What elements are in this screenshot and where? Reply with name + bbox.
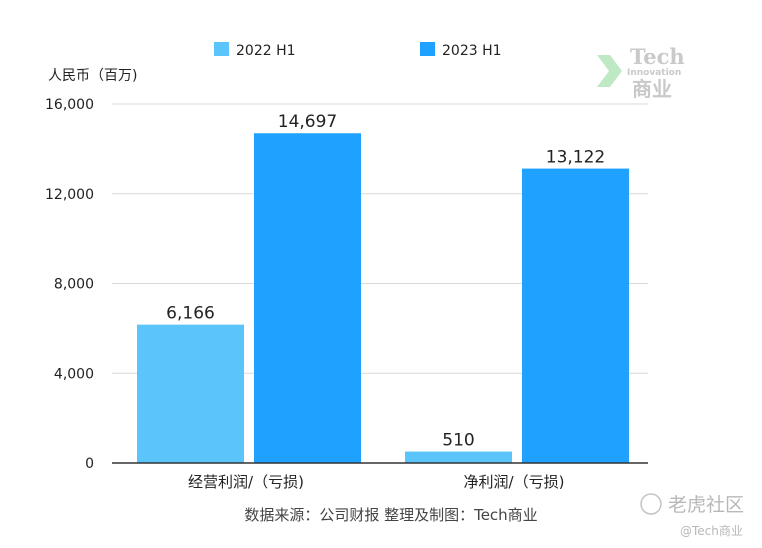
legend-label-2023: 2023 H1 (442, 43, 502, 59)
legend-swatch-2023 (420, 42, 435, 56)
data-label: 6,166 (166, 304, 215, 324)
bar (254, 133, 361, 463)
data-label: 510 (442, 431, 474, 451)
logo-innovation-text: Innovation (627, 68, 681, 78)
legend: 2022 H1 2023 H1 (214, 42, 502, 59)
community-handle: @Tech商业 (680, 523, 743, 538)
y-tick-label: 4,000 (54, 366, 94, 382)
category-label: 经营利润/（亏损) (188, 473, 304, 491)
data-labels: 6,166 14,697 510 13,122 (166, 112, 605, 450)
community-name: 老虎社区 (668, 494, 744, 516)
tech-innovation-logo: Tech Innovation 商业 (597, 44, 685, 101)
logo-shangye-text: 商业 (632, 77, 672, 101)
y-tick-label: 12,000 (45, 187, 94, 203)
source-note: 数据来源：公司财报 整理及制图：Tech商业 (244, 506, 537, 524)
y-tick-labels: 0 4,000 8,000 12,000 16,000 (45, 97, 94, 472)
y-axis-label: 人民币（百万) (48, 68, 137, 84)
tiger-icon (640, 493, 662, 515)
bar (522, 168, 629, 463)
legend-label-2022: 2022 H1 (236, 43, 296, 59)
legend-swatch-2022 (214, 42, 229, 56)
community-watermark: 老虎社区 @Tech商业 (640, 493, 744, 538)
bars (137, 133, 629, 463)
y-tick-label: 16,000 (45, 97, 94, 113)
logo-tech-text: Tech (630, 44, 685, 69)
y-tick-label: 8,000 (54, 277, 94, 293)
y-tick-label: 0 (85, 456, 94, 472)
category-labels: 经营利润/（亏损) 净利润/（亏损) (188, 473, 564, 491)
chevron-logo-icon (597, 55, 622, 87)
data-label: 14,697 (278, 112, 337, 132)
data-label: 13,122 (546, 148, 605, 168)
category-label: 净利润/（亏损) (464, 473, 565, 491)
bar (137, 324, 244, 463)
bar (405, 451, 512, 463)
